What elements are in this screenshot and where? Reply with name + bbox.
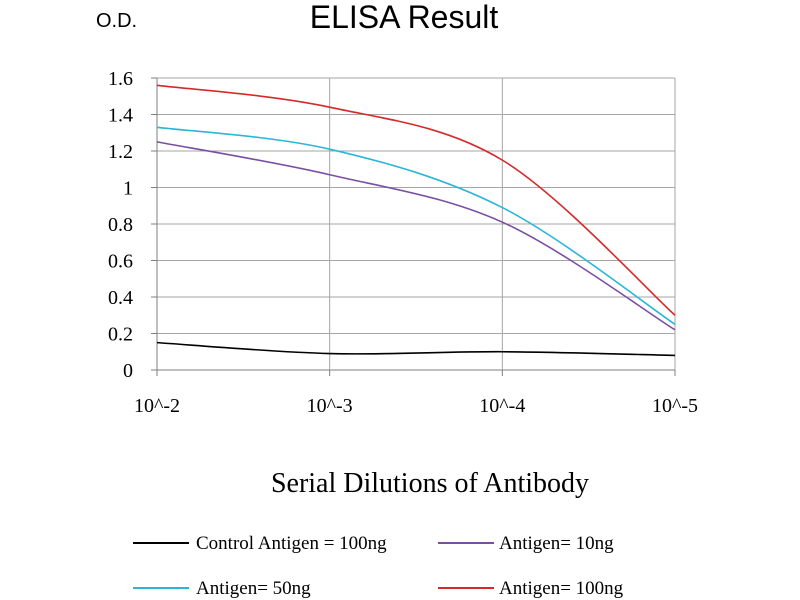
y-tick-label: 1.6 xyxy=(108,68,133,90)
series-line-antigen-10ng xyxy=(156,141,676,331)
legend-item-antigen-50ng: Antigen= 50ng xyxy=(133,578,311,599)
y-tick-label: 0.4 xyxy=(108,287,133,309)
legend: Control Antigen = 100ng Antigen= 10ng Anti… xyxy=(133,533,624,599)
series-line-control-antigen-100ng xyxy=(156,341,676,357)
series-line-antigen-100ng xyxy=(156,84,676,316)
series-line-antigen-50ng xyxy=(156,126,676,326)
legend-label: Antigen= 50ng xyxy=(196,578,311,599)
legend-label: Antigen= 100ng xyxy=(499,578,624,599)
y-tick-label: 0.8 xyxy=(108,214,133,236)
y-tick-label: 1.2 xyxy=(108,141,133,163)
legend-item-antigen-10ng: Antigen= 10ng xyxy=(438,533,614,554)
x-tick-label: 10^-5 xyxy=(652,395,698,417)
legend-item-antigen-100ng: Antigen= 100ng xyxy=(438,578,624,599)
chart-title: ELISA Result xyxy=(310,0,499,35)
x-tick-label: 10^-2 xyxy=(134,395,180,417)
x-axis-label: Serial Dilutions of Antibody xyxy=(271,468,589,499)
legend-label: Antigen= 10ng xyxy=(499,533,614,554)
grid xyxy=(157,77,676,370)
axes xyxy=(151,77,676,376)
tick-labels: 0 0.2 0.4 0.6 0.8 1 1.2 1.4 1.6 10^-2 10^-3 10^-4 10… xyxy=(108,68,698,417)
y-axis-label: O.D. xyxy=(96,10,137,32)
y-tick-label: 0.2 xyxy=(108,324,133,346)
y-tick-label: 1 xyxy=(123,178,133,200)
y-tick-label: 0 xyxy=(123,360,133,382)
y-tick-label: 1.4 xyxy=(108,105,133,127)
legend-label: Control Antigen = 100ng xyxy=(196,533,387,554)
legend-item-control-antigen-100ng: Control Antigen = 100ng xyxy=(133,533,387,554)
x-tick-label: 10^-3 xyxy=(307,395,353,417)
y-tick-label: 0.6 xyxy=(108,251,133,273)
series-lines xyxy=(156,84,676,357)
x-tick-label: 10^-4 xyxy=(479,395,525,417)
